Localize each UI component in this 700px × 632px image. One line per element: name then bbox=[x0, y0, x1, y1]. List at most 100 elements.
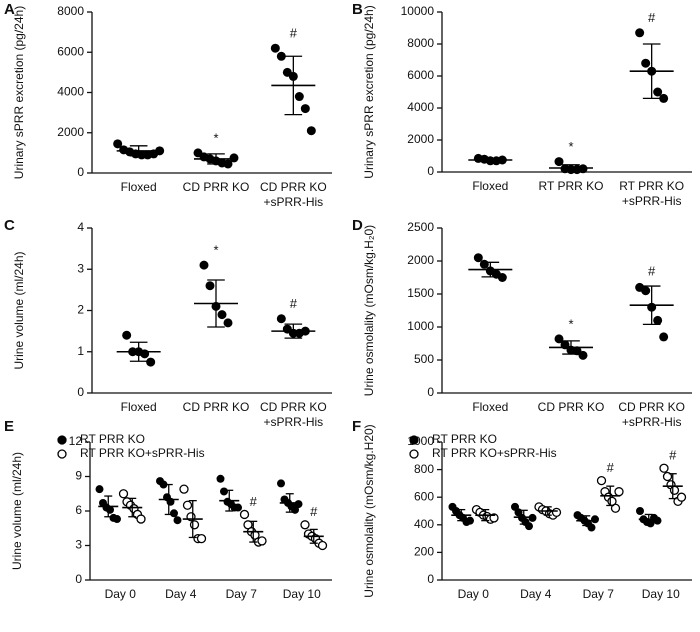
data-point bbox=[659, 463, 669, 473]
legend-marker bbox=[57, 435, 67, 445]
data-point bbox=[497, 273, 507, 282]
data-point bbox=[587, 523, 596, 532]
significance-mark: # bbox=[607, 460, 615, 475]
data-point bbox=[189, 520, 200, 530]
data-point bbox=[635, 28, 645, 38]
x-tick-label: Day 7 bbox=[583, 587, 615, 601]
significance-mark: # bbox=[648, 10, 656, 25]
data-point bbox=[610, 503, 621, 513]
x-tick-label: Day 0 bbox=[458, 587, 490, 601]
data-point bbox=[306, 126, 316, 136]
y-tick-label: 8000 bbox=[407, 36, 434, 50]
data-point bbox=[146, 357, 156, 367]
panel-letter: A bbox=[4, 1, 15, 18]
data-point bbox=[669, 485, 680, 495]
data-point bbox=[614, 487, 624, 497]
y-tick-label: 1000 bbox=[407, 319, 434, 333]
y-axis-label: Urine osmolality (mOsm/kg.H₂0) bbox=[362, 225, 376, 396]
y-tick-label: 0 bbox=[77, 385, 84, 399]
x-tick-label: RT PRR KO +sPRR-His bbox=[619, 179, 684, 208]
significance-mark: * bbox=[213, 130, 218, 145]
y-tick-label: 2000 bbox=[57, 125, 84, 139]
data-point bbox=[217, 310, 227, 320]
y-tick-label: 3 bbox=[77, 261, 84, 275]
x-tick-label: Day 7 bbox=[226, 587, 258, 601]
data-point bbox=[205, 281, 215, 291]
data-point bbox=[182, 500, 193, 510]
data-point bbox=[113, 515, 121, 524]
data-point bbox=[276, 314, 286, 324]
data-point bbox=[234, 503, 242, 512]
data-point bbox=[659, 332, 669, 342]
y-tick-label: 400 bbox=[414, 517, 434, 531]
y-tick-label: 4000 bbox=[407, 100, 434, 114]
y-tick-label: 500 bbox=[414, 352, 434, 366]
significance-mark: # bbox=[250, 494, 258, 509]
data-point bbox=[317, 540, 328, 551]
y-tick-label: 3 bbox=[75, 538, 82, 552]
y-tick-label: 1 bbox=[77, 344, 84, 358]
data-point bbox=[554, 334, 564, 344]
data-point bbox=[653, 516, 662, 525]
panel-letter: D bbox=[352, 217, 363, 234]
y-tick-label: 4 bbox=[77, 220, 84, 234]
legend-marker bbox=[57, 449, 67, 459]
data-point bbox=[636, 507, 644, 515]
panel-letter: E bbox=[4, 418, 14, 435]
y-axis-label: Urine volume (ml/24h) bbox=[12, 251, 26, 369]
data-point bbox=[596, 475, 607, 486]
y-tick-label: 0 bbox=[77, 165, 84, 179]
data-point bbox=[229, 153, 239, 163]
x-tick-label: Day 0 bbox=[105, 587, 137, 601]
data-point bbox=[300, 104, 310, 114]
significance-mark: * bbox=[568, 139, 573, 154]
panel-letter: C bbox=[4, 217, 15, 234]
data-point bbox=[199, 260, 209, 270]
y-tick-label: 10000 bbox=[401, 4, 435, 18]
data-point bbox=[113, 139, 123, 149]
significance-mark: * bbox=[568, 316, 573, 331]
x-tick-label: Day 4 bbox=[520, 587, 552, 601]
data-point bbox=[659, 93, 669, 103]
data-point bbox=[136, 514, 146, 524]
data-point bbox=[173, 516, 182, 525]
x-tick-label: Floxed bbox=[472, 400, 508, 414]
data-point bbox=[223, 318, 233, 328]
significance-mark: # bbox=[290, 296, 298, 311]
y-tick-label: 6000 bbox=[407, 68, 434, 82]
data-point bbox=[118, 489, 129, 499]
y-tick-label: 0 bbox=[427, 164, 434, 178]
data-point bbox=[276, 51, 286, 61]
x-tick-label: Floxed bbox=[121, 400, 157, 414]
y-tick-label: 2 bbox=[77, 303, 84, 317]
data-point bbox=[554, 157, 564, 167]
data-point bbox=[473, 253, 483, 263]
x-tick-label: RT PRR KO bbox=[539, 179, 604, 193]
x-tick-label: Floxed bbox=[472, 179, 508, 193]
x-tick-label: CD PRR KO bbox=[183, 180, 250, 194]
data-point bbox=[196, 533, 207, 544]
significance-mark: # bbox=[310, 504, 318, 519]
legend-marker bbox=[409, 449, 419, 459]
data-point bbox=[239, 509, 250, 520]
panel-letter: B bbox=[352, 1, 363, 18]
data-point bbox=[300, 520, 310, 530]
x-tick-label: CD PRR KO +sPRR-His bbox=[618, 400, 685, 429]
data-point bbox=[122, 330, 132, 340]
y-tick-label: 2000 bbox=[407, 253, 434, 267]
data-point bbox=[551, 507, 562, 518]
data-point bbox=[140, 349, 150, 359]
y-axis-label: Urine osmolality (mOsm/kg.H20) bbox=[362, 424, 376, 597]
y-tick-label: 6000 bbox=[57, 44, 84, 58]
x-tick-label: CD PRR KO +sPRR-His bbox=[260, 400, 327, 429]
data-point bbox=[220, 487, 228, 496]
y-axis-label: Urine volume (ml/24h) bbox=[10, 452, 24, 570]
legend-label: RT PRR KO+sPRR-His bbox=[432, 446, 557, 460]
significance-mark: * bbox=[213, 243, 218, 258]
y-axis-label: Urinary sPRR excretion (pg/24h) bbox=[362, 5, 376, 178]
y-axis-label: Urinary sPRR excretion (pg/24h) bbox=[12, 6, 26, 179]
y-tick-label: 6 bbox=[75, 503, 82, 517]
data-point bbox=[95, 485, 104, 494]
significance-mark: # bbox=[669, 448, 677, 463]
x-tick-label: Day 4 bbox=[165, 587, 197, 601]
